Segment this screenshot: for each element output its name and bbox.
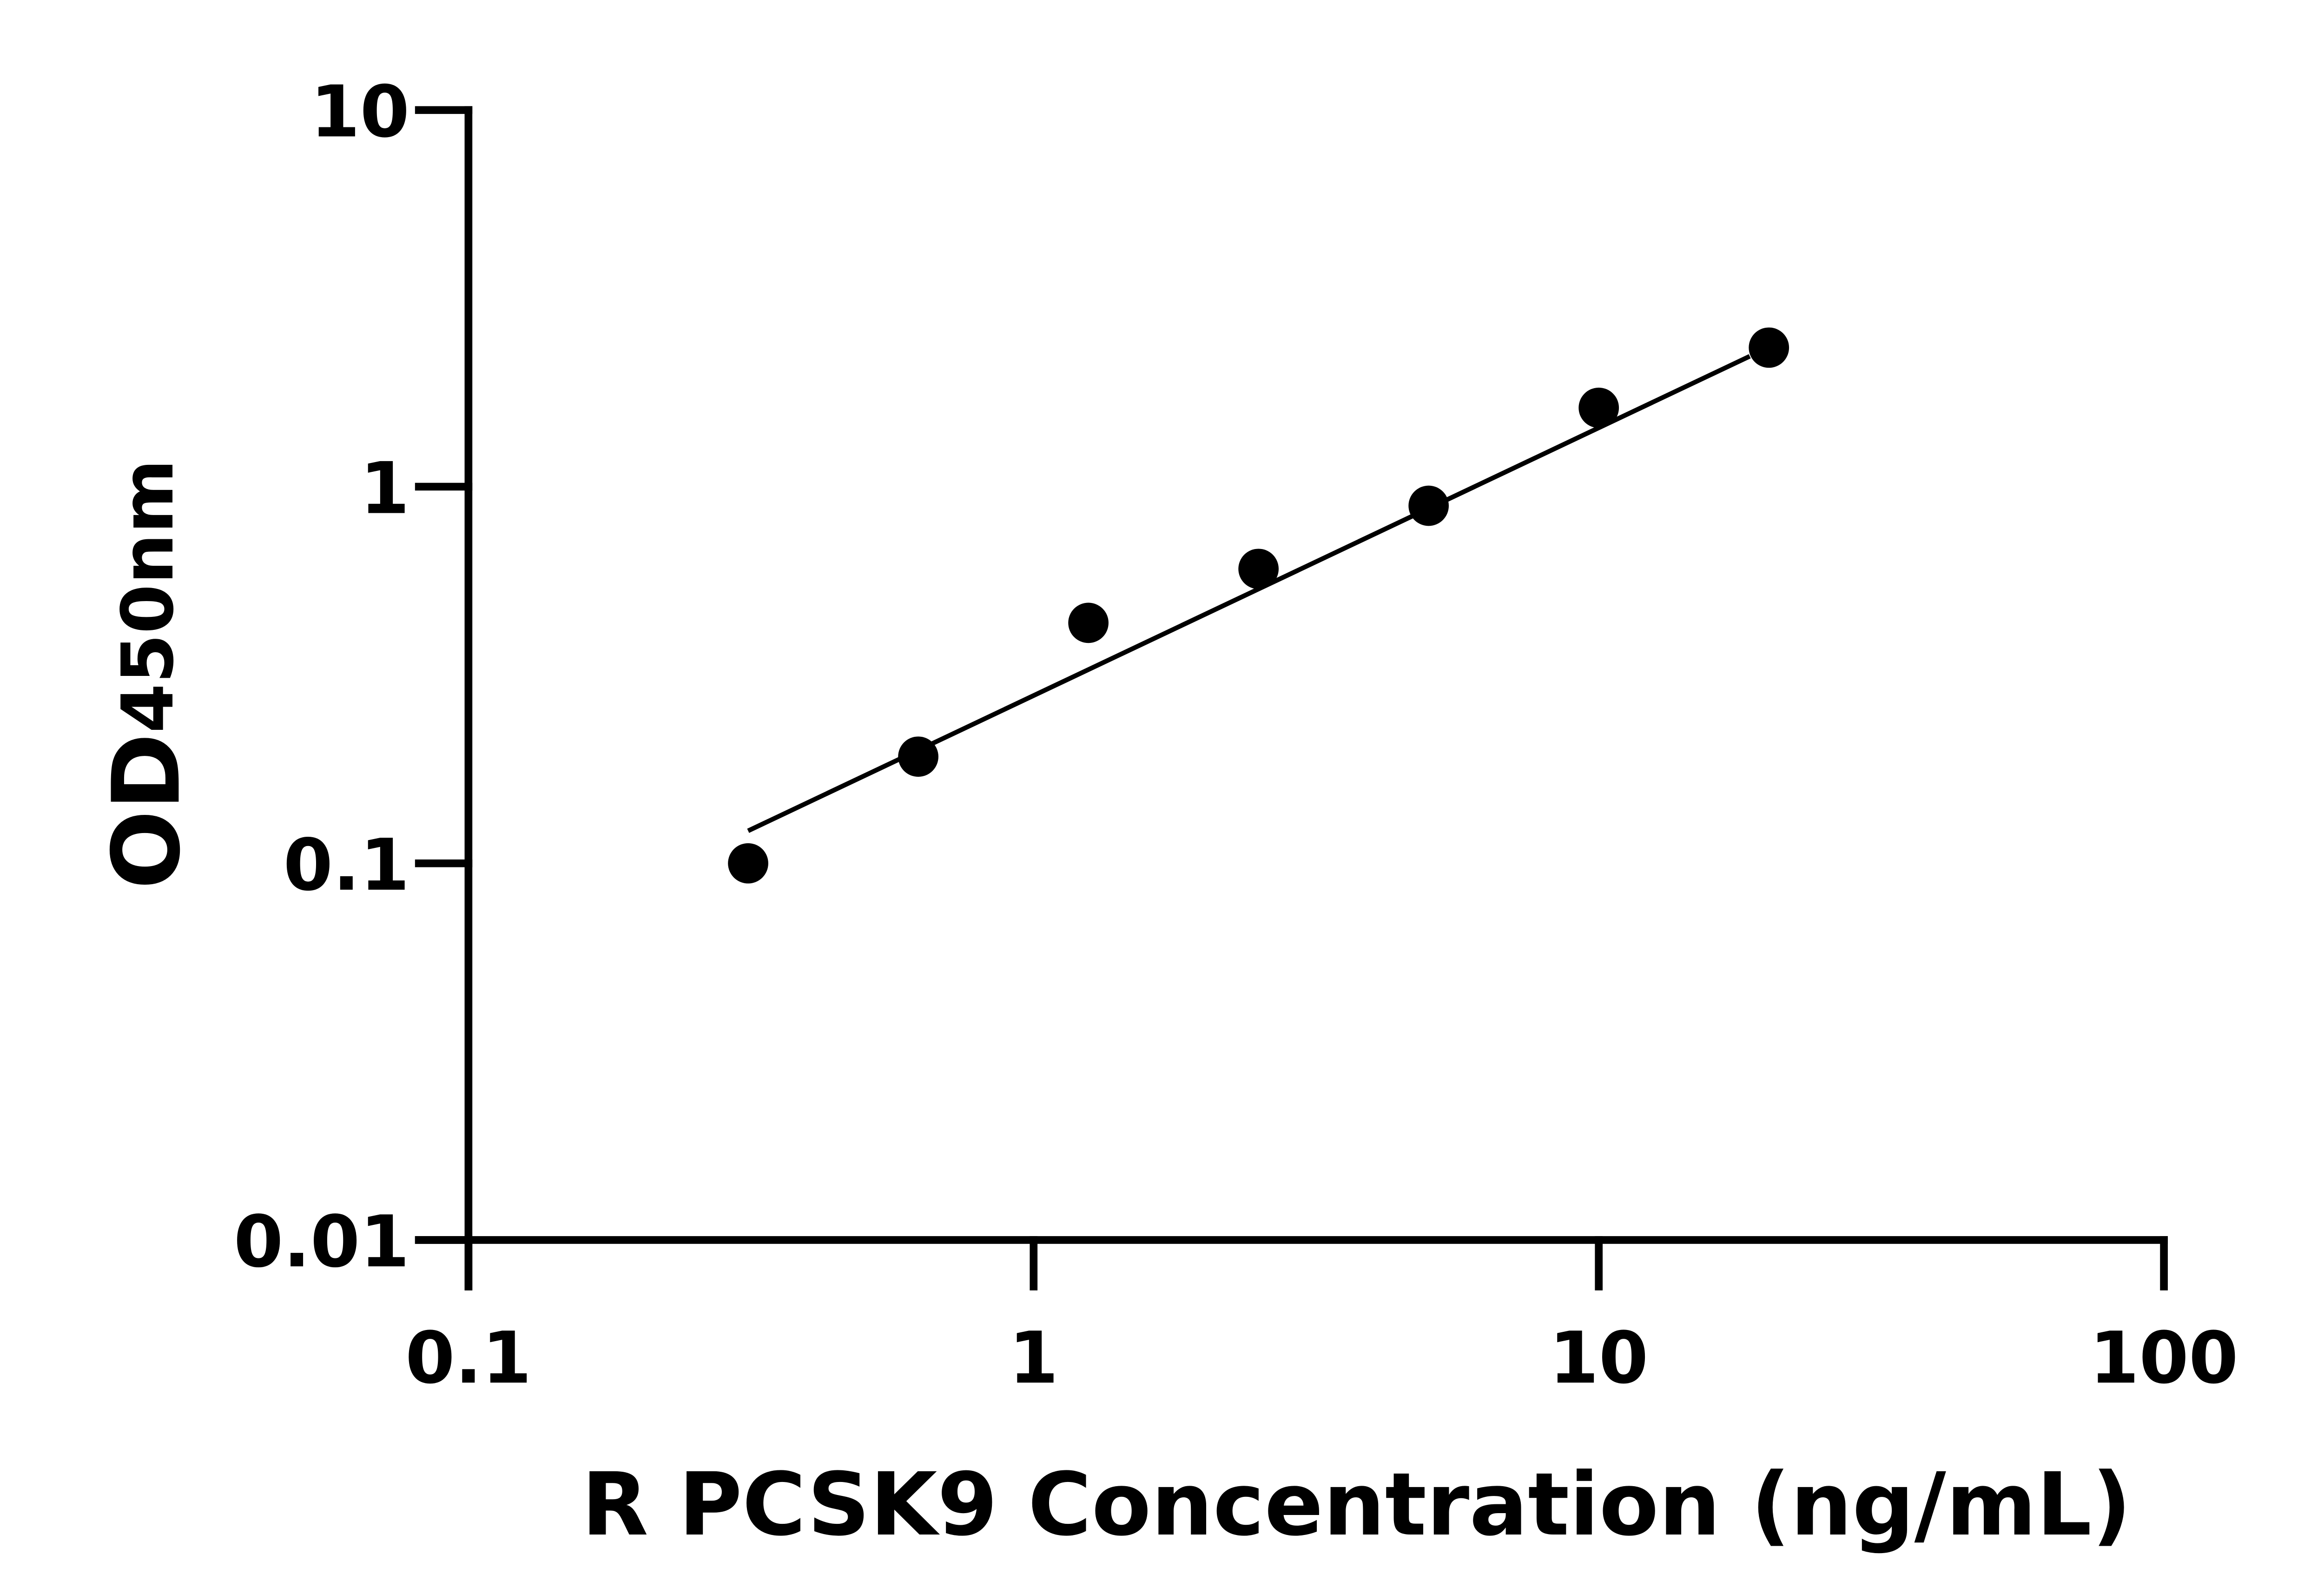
data-point	[1749, 327, 1789, 368]
x-tick-label: 1	[1009, 1317, 1058, 1400]
y-tick-label: 1	[360, 448, 409, 530]
x-tick-label: 100	[2090, 1317, 2238, 1400]
y-axis-title-main: OD	[92, 733, 201, 889]
data-point	[728, 843, 768, 884]
x-tick-label: 10	[1549, 1317, 1648, 1400]
data-point	[898, 736, 938, 777]
data-point	[1238, 549, 1279, 589]
x-tick-label: 0.1	[405, 1317, 532, 1400]
data-point	[1578, 387, 1619, 428]
data-point	[1408, 485, 1449, 526]
y-axis-title: OD450nm	[92, 459, 201, 889]
y-tick-label: 10	[310, 71, 409, 153]
y-axis-title-sub: 450nm	[107, 459, 190, 733]
data-point	[1068, 602, 1109, 643]
y-tick-label: 0.01	[234, 1201, 409, 1283]
x-axis-title: R PCSK9 Concentration (ng/mL)	[581, 1455, 2132, 1555]
y-tick-label: 0.1	[283, 824, 409, 907]
